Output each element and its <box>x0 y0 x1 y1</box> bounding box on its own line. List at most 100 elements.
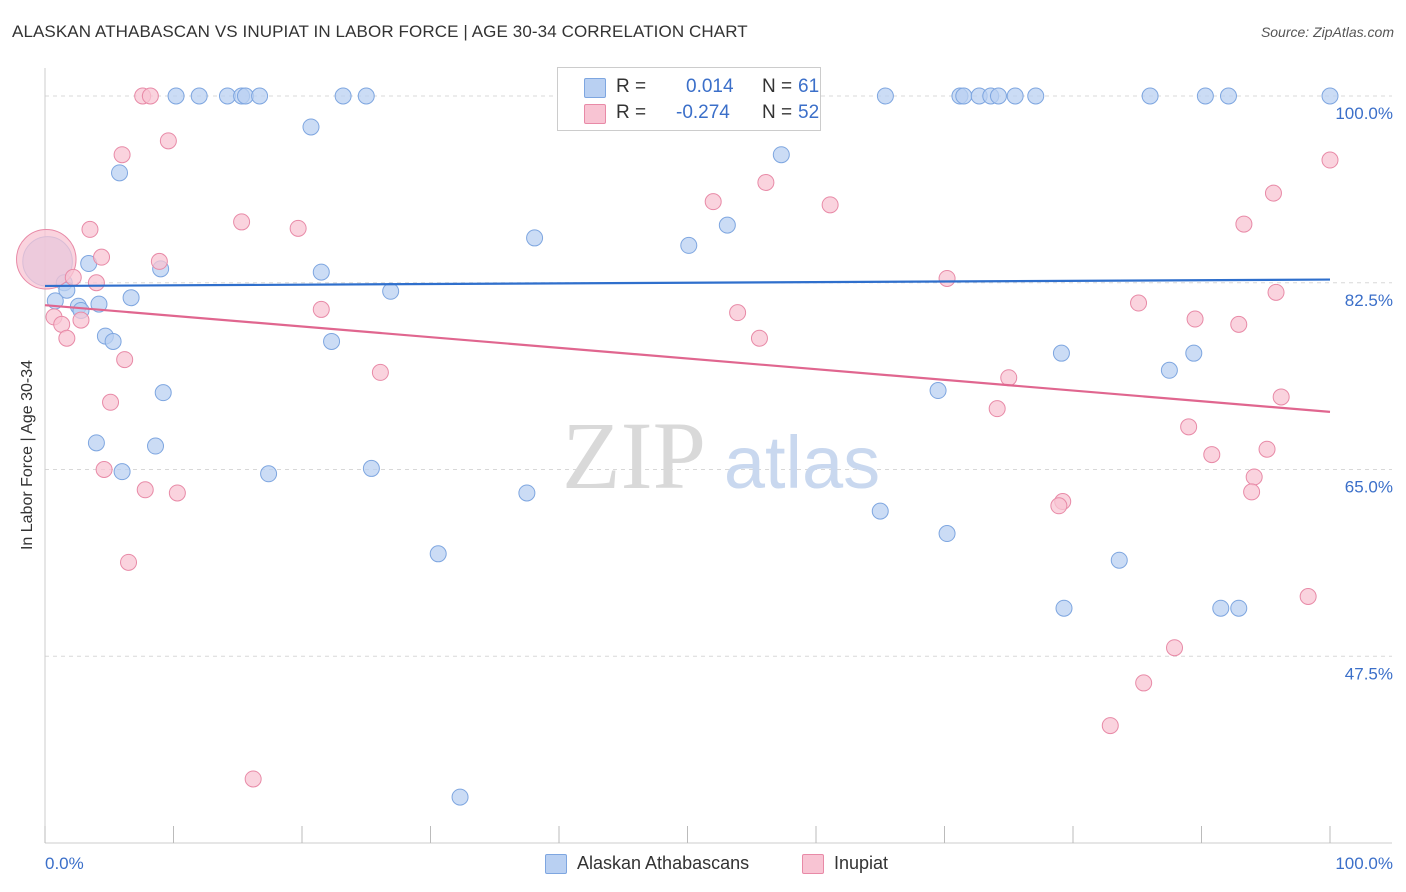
inupiat-point <box>159 132 177 150</box>
athabascan-point <box>218 87 236 105</box>
inupiat-point <box>1130 294 1148 312</box>
athabascan-point <box>1006 87 1024 105</box>
inupiat-point <box>1267 283 1285 301</box>
inupiat-point <box>1243 483 1261 501</box>
athabascan-point <box>362 459 380 477</box>
inupiat-point <box>141 87 159 105</box>
athabascan-point <box>1321 87 1339 105</box>
inupiat-point <box>64 268 82 286</box>
inupiat-point <box>116 351 134 369</box>
inupiat-point <box>168 484 186 502</box>
inupiat-point <box>1299 587 1317 605</box>
trend-line-athabascans <box>44 278 1331 288</box>
y-tick-label: 100.0% <box>1335 104 1393 123</box>
stats-legend: R = 0.014 N = 61 R = -0.274 N = 52 <box>557 67 821 131</box>
inupiat-point <box>16 229 77 290</box>
inupiat-point <box>136 481 154 499</box>
athabascan-point <box>104 332 122 350</box>
inupiat-point <box>1272 388 1290 406</box>
inupiat-point <box>1258 440 1276 458</box>
athabascan-point <box>718 216 736 234</box>
watermark-atlas: atlas <box>724 421 880 504</box>
legend-label-athabascans: Alaskan Athabascans <box>577 853 750 873</box>
inupiat-point <box>1245 468 1263 486</box>
athabascan-point <box>1027 87 1045 105</box>
r-label: R = <box>616 76 647 97</box>
inupiat-point <box>95 461 113 479</box>
athabascan-point <box>1052 344 1070 362</box>
inupiat-point <box>757 173 775 191</box>
athabascan-point <box>190 87 208 105</box>
inupiat-point <box>1166 639 1184 657</box>
athabascan-point <box>111 164 129 182</box>
athabascan-point <box>429 545 447 563</box>
athabascan-point <box>451 788 469 806</box>
gridlines <box>45 95 1392 657</box>
inupiat-point <box>58 329 76 347</box>
athabascan-point <box>876 87 894 105</box>
athabascan-point <box>382 282 400 300</box>
athabascan-point <box>1212 599 1230 617</box>
athabascan-point <box>1196 87 1214 105</box>
athabascan-point <box>1055 599 1073 617</box>
athabascan-point <box>90 295 108 313</box>
inupiat-point <box>750 329 768 347</box>
x-tick-label-end: 100.0% <box>1335 854 1393 873</box>
inupiat-point <box>1235 215 1253 233</box>
inupiat-point <box>1186 310 1204 328</box>
y-tick-label: 47.5% <box>1345 664 1393 683</box>
athabascan-point <box>526 229 544 247</box>
athabascan-point <box>302 118 320 136</box>
trend-lines <box>44 278 1331 413</box>
athabascan-point <box>154 384 172 402</box>
x-tick-label-start: 0.0% <box>45 854 84 873</box>
inupiat-point <box>150 252 168 270</box>
y-tick-label: 65.0% <box>1345 478 1393 497</box>
athabascan-point <box>680 236 698 254</box>
legend-swatch-pink <box>802 854 824 874</box>
inupiat-point <box>729 304 747 322</box>
athabascan-point <box>772 146 790 164</box>
athabascan-point <box>929 382 947 400</box>
athabascan-point <box>955 87 973 105</box>
inupiat-point <box>233 213 251 231</box>
inupiat-point <box>72 311 90 329</box>
r-label: R = <box>616 102 647 123</box>
athabascan-point <box>312 263 330 281</box>
athabascan-point <box>1110 551 1128 569</box>
inupiat-point <box>938 269 956 287</box>
inupiat-point <box>113 146 131 164</box>
athabascan-point <box>260 465 278 483</box>
inupiat-point <box>988 400 1006 418</box>
athabascan-point <box>334 87 352 105</box>
athabascan-point <box>236 87 254 105</box>
inupiat-point <box>93 248 111 266</box>
inupiat-point <box>81 220 99 238</box>
inupiat-point <box>87 274 105 292</box>
n-value-athabascans: 61 <box>798 76 820 97</box>
r-value-inupiat: -0.274 <box>676 102 730 123</box>
athabascan-point <box>251 87 269 105</box>
inupiat-point <box>312 300 330 318</box>
athabascan-point <box>323 332 341 350</box>
inupiat-point <box>821 196 839 214</box>
series-inupiat <box>16 87 1339 788</box>
inupiat-point <box>1321 151 1339 169</box>
inupiat-point <box>1230 315 1248 333</box>
y-tick-label: 82.5% <box>1345 291 1393 310</box>
athabascan-point <box>1141 87 1159 105</box>
athabascan-point <box>113 463 131 481</box>
athabascan-point <box>1185 344 1203 362</box>
athabascan-point <box>147 437 165 455</box>
inupiat-point <box>371 363 389 381</box>
athabascan-point <box>122 289 140 307</box>
athabascan-point <box>518 484 536 502</box>
inupiat-point <box>1050 497 1068 515</box>
inupiat-point <box>1264 184 1282 202</box>
athabascan-point <box>1160 361 1178 379</box>
athabascan-point <box>1230 599 1248 617</box>
inupiat-point <box>244 770 262 788</box>
athabascan-point <box>357 87 375 105</box>
inupiat-point <box>120 553 138 571</box>
